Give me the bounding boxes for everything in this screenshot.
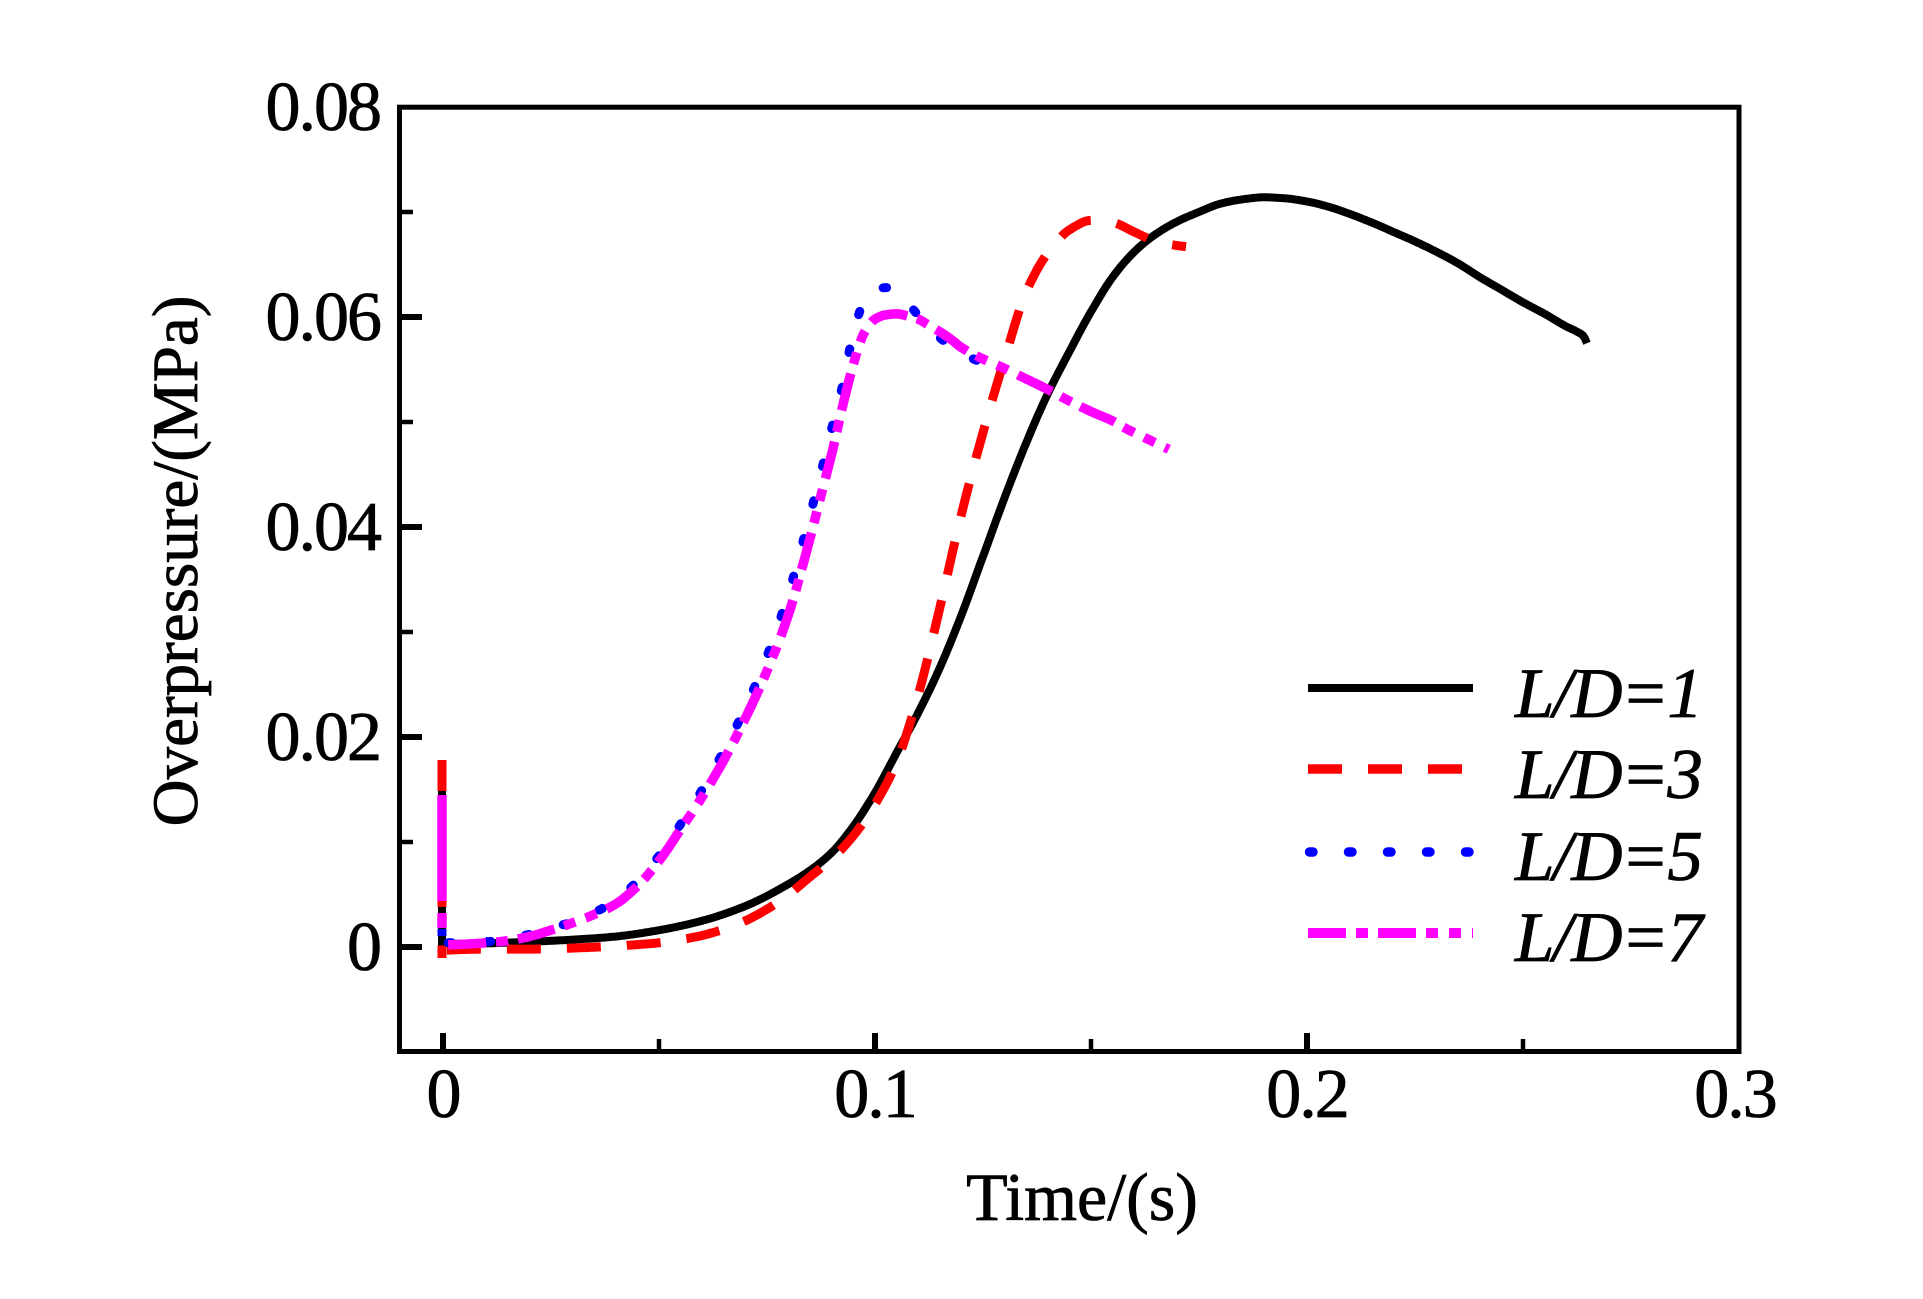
svg-text:L/D=5: L/D=5	[1514, 818, 1701, 896]
svg-text:0.2: 0.2	[1266, 1056, 1348, 1133]
svg-text:0.02: 0.02	[266, 699, 381, 776]
svg-text:Overpressure/(MPa): Overpressure/(MPa)	[140, 296, 212, 827]
svg-text:L/D=7: L/D=7	[1514, 899, 1705, 977]
svg-text:0: 0	[347, 909, 380, 986]
svg-text:L/D=3: L/D=3	[1514, 736, 1701, 814]
svg-text:0.3: 0.3	[1694, 1056, 1776, 1133]
svg-text:Time/(s): Time/(s)	[966, 1159, 1198, 1235]
svg-text:0.06: 0.06	[266, 279, 381, 356]
svg-text:0: 0	[427, 1056, 460, 1133]
svg-text:0.1: 0.1	[834, 1056, 916, 1133]
svg-text:0.08: 0.08	[266, 69, 381, 146]
svg-text:0.04: 0.04	[266, 489, 382, 566]
svg-text:L/D=1: L/D=1	[1514, 655, 1701, 733]
